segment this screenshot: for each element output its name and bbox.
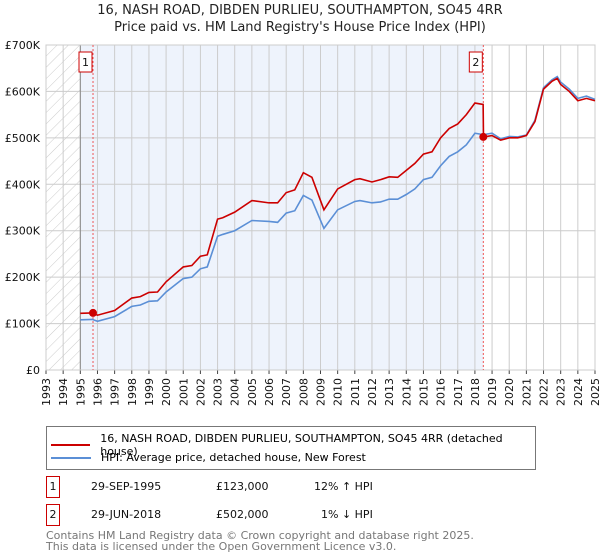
legend-red-swatch bbox=[51, 444, 91, 446]
plot-area: 1993 1994 1995 1996 1997 1998 1999 2000 2001 2002… bbox=[5, 39, 600, 406]
marker-1-box bbox=[78, 51, 93, 73]
footer-line-1: Contains HM Land Registry data © Crown c… bbox=[46, 529, 474, 542]
y-tick-label: £0 bbox=[26, 364, 40, 377]
y-tick-label: £200K bbox=[5, 271, 41, 284]
sale-point-1 bbox=[89, 308, 98, 317]
chart-title: 16, NASH ROAD, DIBDEN PURLIEU, SOUTHAMPT… bbox=[97, 3, 503, 18]
x-tick-label: 2001 bbox=[177, 378, 190, 406]
marker-box: 2 bbox=[46, 504, 60, 526]
marker-box: 1 bbox=[46, 476, 60, 498]
x-tick-label: 2008 bbox=[297, 378, 310, 406]
x-tick-label: 2006 bbox=[263, 378, 276, 406]
x-tick-label: 2015 bbox=[417, 378, 430, 406]
x-tick-label: 1996 bbox=[91, 378, 104, 406]
x-tick-label: 1998 bbox=[126, 378, 139, 406]
x-tick-label: 2010 bbox=[332, 378, 345, 406]
marker-2-box bbox=[468, 51, 483, 73]
y-tick-label: £500K bbox=[5, 132, 41, 145]
y-tick-label: £600K bbox=[5, 85, 41, 98]
x-tick-label: 1995 bbox=[74, 378, 87, 406]
x-tick-label: 2013 bbox=[383, 378, 396, 406]
footer-line-2: This data is licensed under the Open Gov… bbox=[46, 540, 397, 553]
x-tick-label: 2007 bbox=[280, 378, 293, 406]
transaction-price: £123,000 bbox=[216, 480, 269, 493]
x-tick-label: 1994 bbox=[57, 378, 70, 406]
transaction-hpi-diff: 12% ↑ HPI bbox=[314, 480, 373, 493]
x-tick-label: 2025 bbox=[589, 378, 600, 406]
y-tick-label: £300K bbox=[5, 225, 41, 238]
sale-point-2 bbox=[479, 132, 488, 141]
x-tick-label: 2005 bbox=[246, 378, 259, 406]
x-tick-label: 2011 bbox=[349, 378, 362, 406]
x-tick-label: 2023 bbox=[555, 378, 568, 406]
legend: 16, NASH ROAD, DIBDEN PURLIEU, SOUTHAMPT… bbox=[46, 426, 536, 470]
x-tick-label: 2024 bbox=[572, 378, 585, 406]
x-tick-label: 2018 bbox=[469, 378, 482, 406]
footer: Contains HM Land Registry data © Crown c… bbox=[46, 530, 474, 552]
x-tick-label: 2022 bbox=[538, 378, 551, 406]
y-tick-label: £400K bbox=[5, 178, 41, 191]
x-tick-label: 2003 bbox=[212, 378, 225, 406]
transaction-price: £502,000 bbox=[216, 508, 269, 521]
x-tick-label: 2017 bbox=[452, 378, 465, 406]
x-tick-label: 2002 bbox=[194, 378, 207, 406]
shaded-ownership-range bbox=[80, 45, 484, 370]
x-tick-label: 1997 bbox=[109, 378, 122, 406]
plot-border bbox=[45, 44, 596, 371]
legend-property: 16, NASH ROAD, DIBDEN PURLIEU, SOUTHAMPT… bbox=[100, 432, 503, 458]
transaction-date: 29-JUN-2018 bbox=[91, 508, 162, 521]
marker-1-label: 1 bbox=[82, 56, 89, 69]
x-tick-label: 1999 bbox=[143, 378, 156, 406]
x-tick-label: 2021 bbox=[520, 378, 533, 406]
y-tick-label: £700K bbox=[5, 39, 41, 52]
transaction-hpi-diff: 1% ↓ HPI bbox=[321, 508, 373, 521]
price-paid-line bbox=[80, 77, 596, 317]
x-tick-label: 2012 bbox=[366, 378, 379, 406]
x-tick-label: 2009 bbox=[315, 378, 328, 406]
x-tick-label: 1993 bbox=[40, 378, 53, 406]
legend-hpi: HPI: Average price, detached house, New … bbox=[101, 451, 366, 464]
x-tick-label: 2016 bbox=[435, 378, 448, 406]
chart-subtitle: Price paid vs. HM Land Registry's House … bbox=[114, 20, 486, 35]
x-tick-label: 2019 bbox=[486, 378, 499, 406]
y-tick-label: £100K bbox=[5, 318, 41, 331]
x-tick-label: 2004 bbox=[229, 378, 242, 406]
transaction-date: 29-SEP-1995 bbox=[91, 480, 162, 493]
marker-2-label: 2 bbox=[472, 56, 479, 69]
x-tick-label: 2000 bbox=[160, 378, 173, 406]
x-tick-label: 2020 bbox=[503, 378, 516, 406]
legend-blue-swatch bbox=[51, 456, 91, 459]
x-tick-label: 2014 bbox=[400, 378, 413, 406]
